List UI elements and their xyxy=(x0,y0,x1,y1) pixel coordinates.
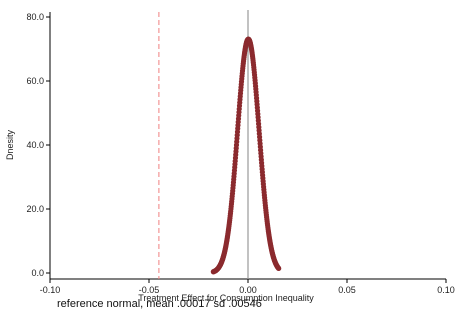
y-tick-label: 80.0 xyxy=(26,12,44,22)
y-axis-title: Dnesity xyxy=(5,129,15,160)
y-tick-label: 0.0 xyxy=(31,268,44,278)
reference-note: reference normal, mean .00017 sd .00546 xyxy=(57,298,262,310)
y-tick-label: 40.0 xyxy=(26,140,44,150)
y-tick-label: 20.0 xyxy=(26,204,44,214)
y-axis-ticks: 0.0 20.0 40.0 60.0 80.0 xyxy=(26,12,50,278)
y-tick-label: 60.0 xyxy=(26,76,44,86)
density-points xyxy=(210,36,282,275)
x-axis-ticks: -0.10 -0.05 0.00 0.05 0.10 xyxy=(40,279,455,295)
x-tick-label: -0.10 xyxy=(40,285,61,295)
x-tick-label: 0.00 xyxy=(239,285,257,295)
x-tick-label: 0.10 xyxy=(437,285,455,295)
density-point xyxy=(276,265,282,272)
x-tick-label: -0.05 xyxy=(139,285,160,295)
x-tick-label: 0.05 xyxy=(338,285,356,295)
x-axis-title: Treatment Effect for Consumption Inequal… xyxy=(138,293,314,303)
